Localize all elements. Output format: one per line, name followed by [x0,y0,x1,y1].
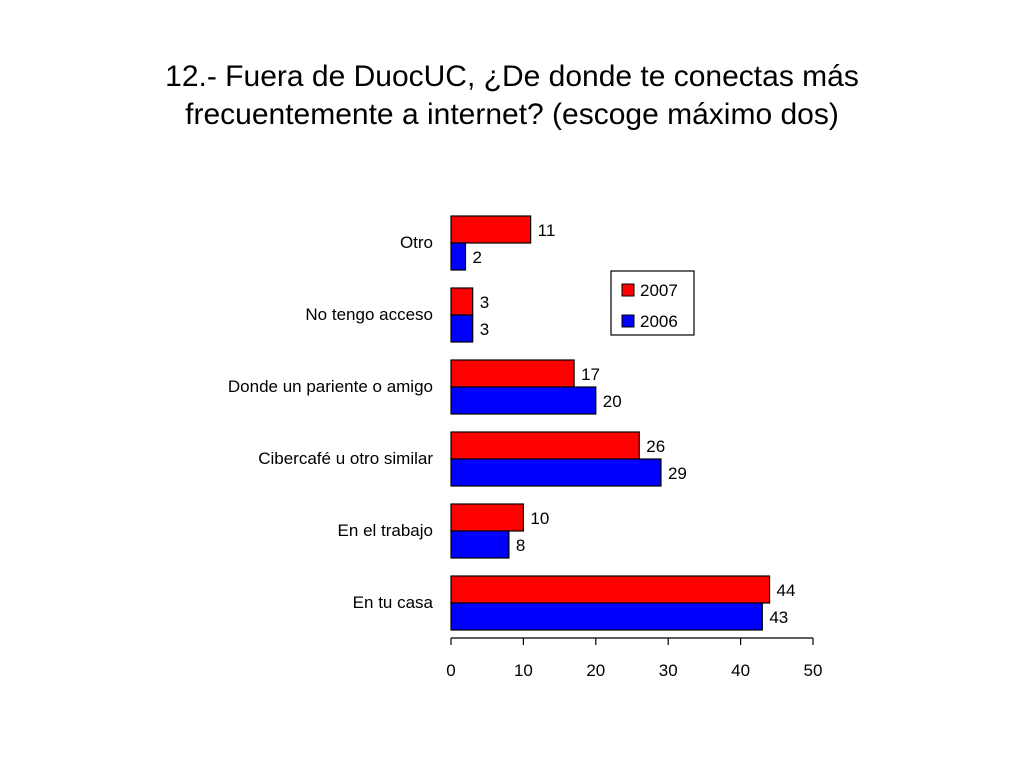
legend-label-2007: 2007 [640,281,678,300]
bar-2007-cibercafe-u-otro-similar [450,431,640,460]
x-tick-label-30: 30 [659,661,678,680]
data-label-2006-no-tengo-acceso: 3 [480,320,489,339]
data-label-2007-en-tu-casa: 44 [777,581,796,600]
category-label-en-el-trabajo: En el trabajo [338,521,433,540]
legend-label-2006: 2006 [640,312,678,331]
chart-title-line-1: 12.- Fuera de DuocUC, ¿De donde te conec… [165,60,859,93]
legend-swatch-2006 [621,314,635,328]
data-label-2007-cibercafe-u-otro-similar: 26 [646,437,665,456]
x-tick-label-50: 50 [804,661,823,680]
category-label-no-tengo-acceso: No tengo acceso [305,305,433,324]
bar-2006-otro [450,242,467,271]
category-label-donde-un-pariente-o-amigo: Donde un pariente o amigo [228,377,433,396]
bar-2007-no-tengo-acceso [450,287,474,316]
bar-2007-en-el-trabajo [450,503,525,532]
bar-2006-en-el-trabajo [450,530,510,559]
data-label-2007-no-tengo-acceso: 3 [480,293,489,312]
data-label-2006-otro: 2 [472,248,481,267]
data-label-2006-en-el-trabajo: 8 [516,536,525,555]
bar-2006-cibercafe-u-otro-similar [450,458,662,487]
bar-2006-en-tu-casa [450,602,763,631]
data-label-2006-en-tu-casa: 43 [769,608,788,627]
bar-2006-donde-un-pariente-o-amigo [450,386,597,415]
bar-2006-no-tengo-acceso [450,314,474,343]
data-label-2007-en-el-trabajo: 10 [530,509,549,528]
bar-2007-donde-un-pariente-o-amigo [450,359,575,388]
x-tick-label-10: 10 [514,661,533,680]
legend-swatch-2007 [621,283,635,297]
x-tick-label-40: 40 [731,661,750,680]
category-label-en-tu-casa: En tu casa [353,593,434,612]
chart-title: 12.- Fuera de DuocUC, ¿De donde te conec… [40,58,984,134]
data-label-2007-otro: 11 [538,221,556,240]
chart-title-line-2: frecuentemente a internet? (escoge máxim… [185,98,839,131]
x-tick-label-20: 20 [586,661,605,680]
data-label-2006-donde-un-pariente-o-amigo: 20 [603,392,622,411]
category-label-cibercafe-u-otro-similar: Cibercafé u otro similar [258,449,433,468]
data-label-2007-donde-un-pariente-o-amigo: 17 [581,365,600,384]
bar-2007-en-tu-casa [450,575,771,604]
data-label-2006-cibercafe-u-otro-similar: 29 [668,464,687,483]
x-tick-label-0: 0 [446,661,455,680]
category-label-otro: Otro [400,233,433,252]
bar-2007-otro [450,215,532,244]
